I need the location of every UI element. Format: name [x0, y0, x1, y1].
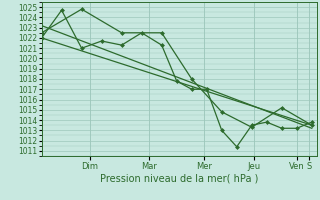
X-axis label: Pression niveau de la mer( hPa ): Pression niveau de la mer( hPa )	[100, 173, 258, 183]
